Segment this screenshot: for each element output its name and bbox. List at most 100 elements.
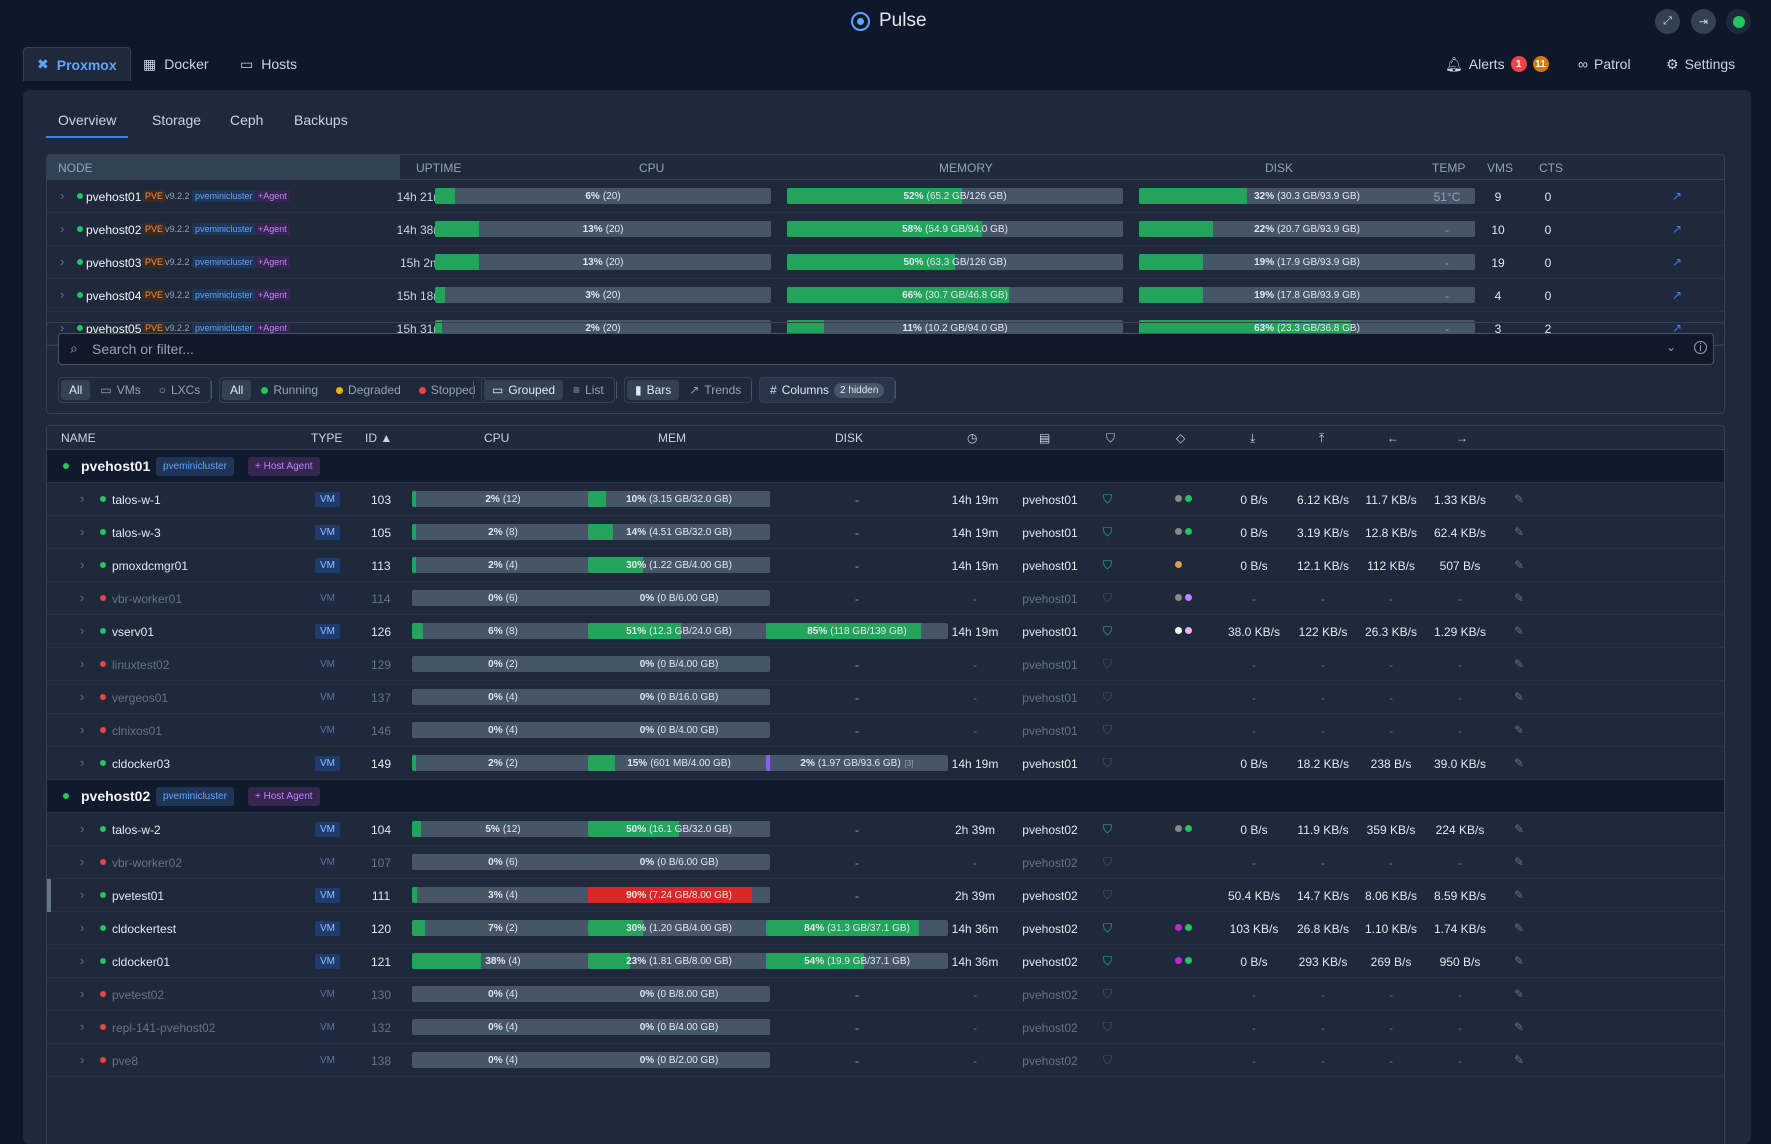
tag-dot-icon[interactable] [1185,924,1192,931]
alerts-button[interactable]: 🔔︎ Alerts 1 11 [1445,47,1549,81]
chevron-right-icon[interactable]: › [80,953,85,968]
chevron-right-icon[interactable]: › [80,656,85,671]
subtab-overview[interactable]: Overview [46,110,129,138]
guest-row[interactable]: › vbr-worker01 VM 114 0% (6) 0% (0 B/6.00 GB) - -… [47,582,1724,615]
edit-icon[interactable]: ✎ [1514,822,1525,836]
logout-button[interactable]: ⇥ [1691,9,1716,34]
edit-icon[interactable]: ✎ [1514,690,1525,704]
guest-row[interactable]: › pvetest01 VM 111 3% (4) 90% (7.24 GB/8.00 GB)… [47,879,1724,912]
edit-icon[interactable]: ✎ [1514,855,1525,869]
guest-name[interactable]: pvetest02 [112,988,165,1002]
guest-name[interactable]: cldocker01 [112,955,171,969]
filter-status-stopped[interactable]: Stopped [411,380,484,400]
guest-row[interactable]: › vergeos01 VM 137 0% (4) 0% (0 B/16.0 GB) - - pve… [47,681,1724,714]
chevron-right-icon[interactable]: › [60,287,65,302]
guest-row[interactable]: › talos-w-2 VM 104 5% (12) 50% (16.1 GB/32.0 GB… [47,813,1724,846]
tag-dot-icon[interactable] [1175,627,1182,634]
guest-name[interactable]: cldockertest [112,922,177,936]
filter-type-lxcs[interactable]: ○ LXCs [151,380,209,400]
chevron-down-icon[interactable]: ⌄ [1666,340,1677,354]
guest-row[interactable]: › clnixos01 VM 146 0% (4) 0% (0 B/4.00 GB) - - pve… [47,714,1724,747]
chevron-right-icon[interactable]: › [60,188,65,203]
subtab-ceph[interactable]: Ceph [230,112,264,128]
node-name[interactable]: pvehost03 [86,256,142,270]
col-cpu[interactable]: CPU [639,161,665,175]
chevron-right-icon[interactable]: › [80,623,85,638]
chevron-right-icon[interactable]: › [80,557,85,572]
guest-name[interactable]: talos-w-2 [112,823,161,837]
guest-name[interactable]: vbr-worker02 [112,856,183,870]
col-vms[interactable]: VMS [1487,161,1514,175]
view-grouped-button[interactable]: ▭ Grouped [484,380,564,400]
col-memory[interactable]: MEMORY [939,161,993,175]
chevron-right-icon[interactable]: › [80,1052,85,1067]
subtab-backups[interactable]: Backups [294,112,348,128]
chevron-right-icon[interactable]: › [80,491,85,506]
chevron-right-icon[interactable]: › [80,689,85,704]
guest-row[interactable]: › pvetest02 VM 130 0% (4) 0% (0 B/8.00 GB) - - pve… [47,978,1724,1011]
group-node-name[interactable]: pvehost02 [81,788,151,804]
col-node[interactable]: NODE [47,155,400,180]
group-node-name[interactable]: pvehost01 [81,458,151,474]
col-name[interactable]: NAME [61,431,96,445]
guest-row[interactable]: › cldocker03 VM 149 2% (2) 15% (601 MB/4.00 GB)… [47,747,1724,780]
display-trends-button[interactable]: ↗ Trends [681,380,749,400]
tag-dot-icon[interactable] [1175,825,1182,832]
col-disk[interactable]: DISK [1265,161,1294,175]
view-list-button[interactable]: ≡ List [565,380,612,400]
guest-name[interactable]: talos-w-3 [112,526,161,540]
col-temp[interactable]: TEMP [1432,161,1466,175]
external-link-icon[interactable]: ↗ [1672,189,1683,203]
col-tags-tag-icon[interactable]: ◇ [1176,431,1186,445]
filter-status-running[interactable]: Running [253,380,326,400]
external-link-icon[interactable]: ↗ [1672,288,1683,302]
guest-name[interactable]: pmoxdcmgr01 [112,559,189,573]
subtab-storage[interactable]: Storage [152,112,202,128]
guest-name[interactable]: linuxtest02 [112,658,170,672]
filter-type-all[interactable]: All [61,380,91,400]
guest-name[interactable]: vbr-worker01 [112,592,183,606]
chevron-right-icon[interactable]: › [60,221,65,236]
tag-dot-icon[interactable] [1175,924,1182,931]
chevron-right-icon[interactable]: › [80,821,85,836]
tag-dot-icon[interactable] [1185,627,1192,634]
col-type[interactable]: TYPE [311,431,343,445]
node-name[interactable]: pvehost04 [86,289,142,303]
tag-dot-icon[interactable] [1175,561,1182,568]
filter-status-degraded[interactable]: Degraded [328,380,409,400]
col-cpu[interactable]: CPU [484,431,510,445]
col-net-in-arrow-left-icon[interactable]: ← [1387,431,1399,445]
edit-icon[interactable]: ✎ [1514,1020,1525,1034]
chevron-right-icon[interactable]: › [80,887,85,902]
col-net-out-arrow-right-icon[interactable]: → [1456,431,1468,445]
tag-dot-icon[interactable] [1185,495,1192,502]
edit-icon[interactable]: ✎ [1514,987,1525,1001]
tab-proxmox[interactable]: ✖ Proxmox [23,47,131,81]
settings-button[interactable]: ⚙ Settings [1666,47,1735,81]
tag-dot-icon[interactable] [1175,957,1182,964]
tag-dot-icon[interactable] [1175,528,1182,535]
edit-icon[interactable]: ✎ [1514,525,1525,539]
edit-icon[interactable]: ✎ [1514,657,1525,671]
external-link-icon[interactable]: ↗ [1672,321,1683,335]
patrol-button[interactable]: ∞ Patrol [1578,47,1631,81]
fullscreen-button[interactable]: ⤢ [1655,9,1680,34]
edit-icon[interactable]: ✎ [1514,591,1525,605]
tag-dot-icon[interactable] [1175,594,1182,601]
node-row[interactable]: › pvehost02 PVE v9.2.2 pveminicluster +Agent 1… [47,213,1724,246]
guest-name[interactable]: repl-141-pvehost02 [112,1021,216,1035]
edit-icon[interactable]: ✎ [1514,921,1525,935]
guest-name[interactable]: cldocker03 [112,757,171,771]
node-name[interactable]: pvehost02 [86,223,142,237]
edit-icon[interactable]: ✎ [1514,954,1525,968]
guest-row[interactable]: › cldockertest VM 120 7% (2) 30% (1.20 GB/4.00 … [47,912,1724,945]
node-name[interactable]: pvehost01 [86,190,142,204]
guest-row[interactable]: › pmoxdcmgr01 VM 113 2% (4) 30% (1.22 GB/4.00 G… [47,549,1724,582]
guest-row[interactable]: › cldocker01 VM 121 38% (4) 23% (1.81 GB/8.00 G… [47,945,1724,978]
guest-name[interactable]: vserv01 [112,625,155,639]
chevron-right-icon[interactable]: › [80,590,85,605]
col-disk[interactable]: DISK [835,431,864,445]
tag-dot-icon[interactable] [1185,825,1192,832]
edit-icon[interactable]: ✎ [1514,558,1525,572]
guest-name[interactable]: clnixos01 [112,724,163,738]
